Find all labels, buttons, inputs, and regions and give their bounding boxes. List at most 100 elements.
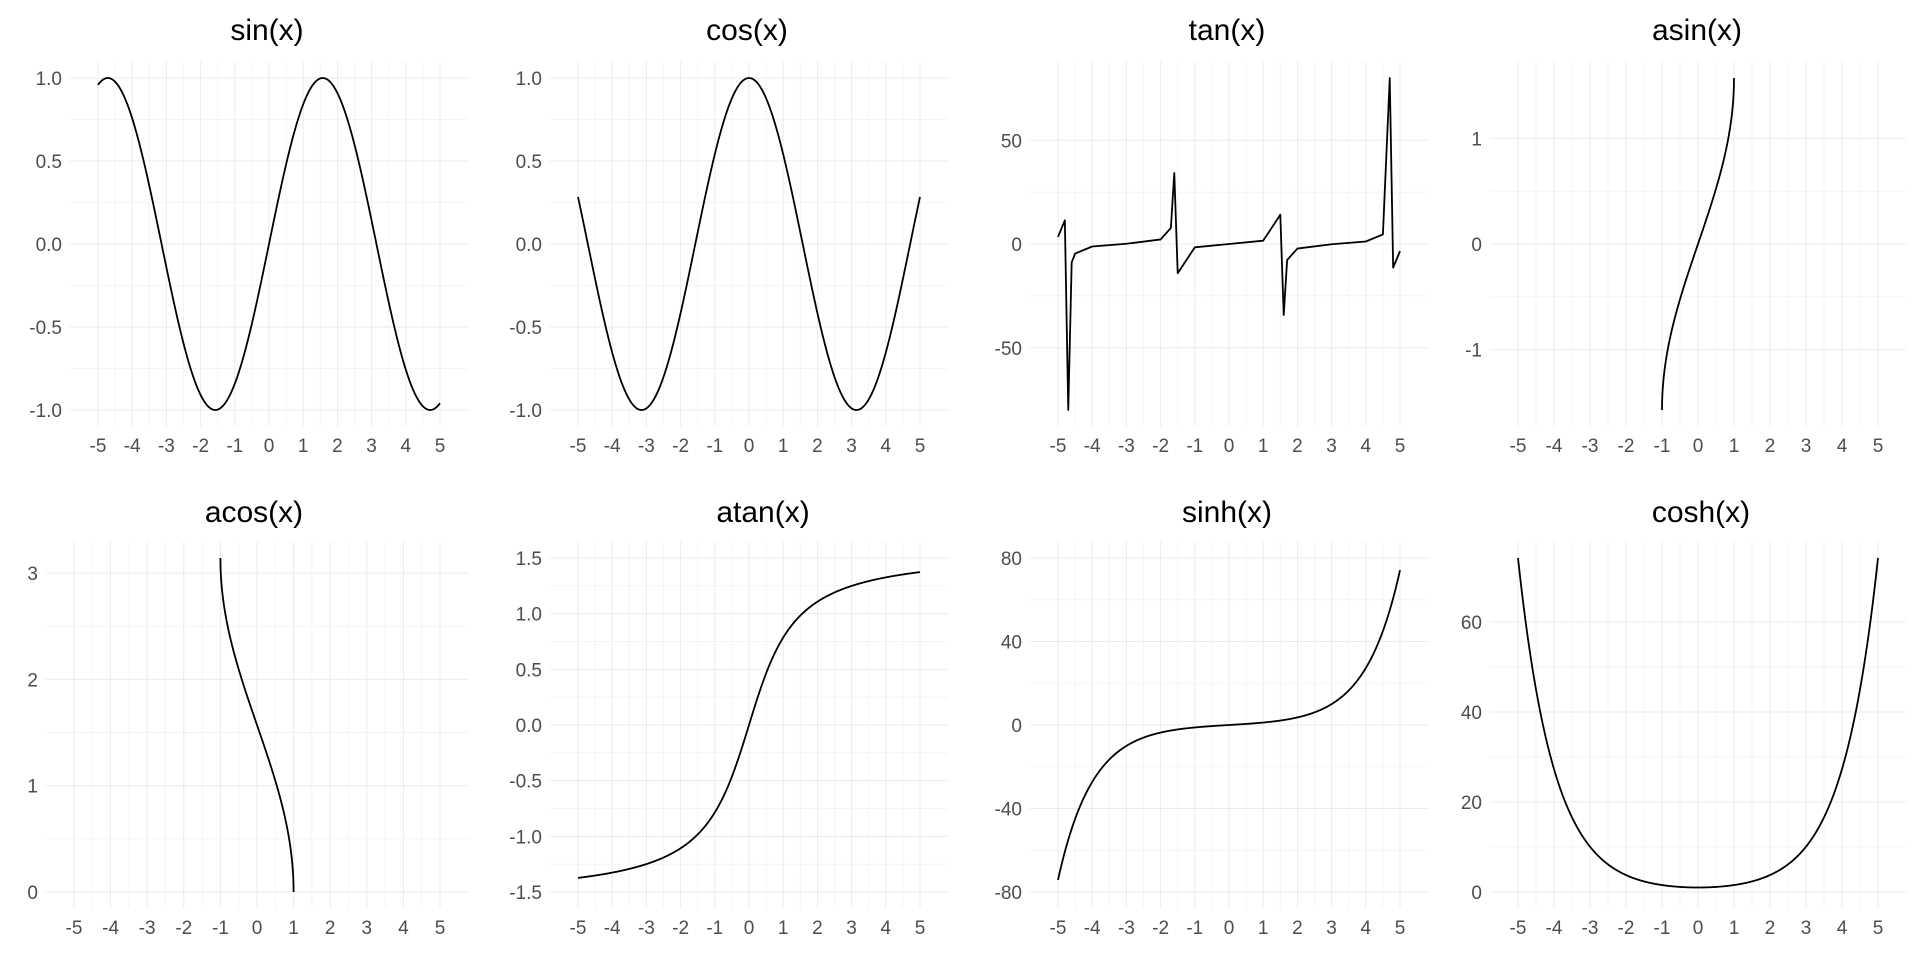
y-tick-label: 0	[1011, 235, 1022, 256]
x-tick-label: -1	[1654, 436, 1671, 457]
x-tick-label: 3	[362, 918, 373, 939]
y-tick-label: 50	[1001, 131, 1022, 152]
x-tick-label: 5	[1395, 918, 1406, 939]
x-tick-label: 2	[1765, 436, 1776, 457]
x-tick-label: 0	[1224, 436, 1235, 457]
y-tick-label: 1	[1471, 129, 1482, 150]
y-tick-label: 2	[27, 670, 38, 691]
x-tick-label: -3	[1582, 918, 1599, 939]
x-tick-label: 0	[264, 436, 275, 457]
series-line-sin	[97, 77, 441, 411]
x-tick-label: 0	[1693, 436, 1704, 457]
x-tick-label: 5	[1395, 436, 1406, 457]
x-tick-label: 2	[812, 918, 823, 939]
x-tick-label: -4	[102, 918, 119, 939]
y-tick-label: 20	[1461, 793, 1482, 814]
y-tick-label: 1.0	[516, 69, 542, 90]
y-tick-label: -0.5	[29, 318, 62, 339]
series-line-atan	[577, 571, 921, 879]
series-line-cosh	[1517, 557, 1879, 889]
x-tick-label: -5	[570, 436, 587, 457]
x-tick-label: 4	[1837, 918, 1848, 939]
x-tick-label: 2	[1292, 436, 1303, 457]
x-tick-label: 4	[401, 436, 412, 457]
x-tick-label: -3	[638, 436, 655, 457]
y-tick-label: -1.5	[509, 883, 542, 904]
panel-title: cosh(x)	[1652, 496, 1750, 529]
x-tick-label: -4	[604, 918, 621, 939]
y-tick-label: 0.0	[516, 235, 542, 256]
x-tick-label: 5	[915, 436, 926, 457]
y-tick-label: 3	[27, 564, 38, 585]
x-tick-label: 0	[252, 918, 263, 939]
y-tick-label: -1.0	[509, 401, 542, 422]
x-tick-label: -4	[1546, 918, 1563, 939]
y-tick-label: 40	[1461, 703, 1482, 724]
y-tick-label: 80	[1001, 549, 1022, 570]
y-tick-label: 0	[27, 883, 38, 904]
y-tick-label: 0	[1011, 716, 1022, 737]
x-tick-label: -4	[124, 436, 141, 457]
x-tick-label: -1	[1186, 436, 1203, 457]
y-tick-label: -40	[995, 800, 1022, 821]
y-tick-label: -1.0	[509, 827, 542, 848]
x-tick-label: 4	[1837, 436, 1848, 457]
y-tick-label: -50	[995, 339, 1022, 360]
panel-title: atan(x)	[716, 496, 809, 529]
x-tick-label: -5	[1050, 918, 1067, 939]
y-tick-label: -1	[1465, 341, 1482, 362]
x-tick-label: -2	[672, 436, 689, 457]
x-tick-label: 5	[435, 918, 446, 939]
x-tick-label: 5	[915, 918, 926, 939]
y-tick-label: -1.0	[29, 401, 62, 422]
panel-atan: -5 -4 -3 -2 -1 0 1 2 3 4 5 -1.5 -1.0 -0.5 0.0 0.5 1.0 1.5…	[509, 496, 948, 939]
x-tick-label: -4	[1084, 436, 1101, 457]
panel-title: sin(x)	[230, 14, 303, 47]
x-tick-label: -4	[1546, 436, 1563, 457]
x-tick-label: 4	[881, 436, 892, 457]
x-tick-label: 1	[1258, 436, 1269, 457]
x-tick-label: -2	[1152, 436, 1169, 457]
y-tick-label: 0.0	[36, 235, 62, 256]
y-tick-label: 0	[1471, 235, 1482, 256]
x-tick-label: -5	[570, 918, 587, 939]
y-tick-label: -0.5	[509, 318, 542, 339]
series-line-sinh	[1057, 569, 1401, 881]
y-tick-label: -0.5	[509, 772, 542, 793]
x-tick-label: 4	[1361, 436, 1372, 457]
y-tick-label: 0.5	[36, 152, 62, 173]
x-tick-label: 5	[1873, 918, 1884, 939]
x-tick-label: 3	[366, 436, 377, 457]
y-tick-label: 1.0	[36, 69, 62, 90]
x-tick-label: 4	[398, 918, 409, 939]
x-tick-label: 1	[288, 918, 299, 939]
x-tick-label: 1	[778, 918, 789, 939]
x-tick-label: -1	[226, 436, 243, 457]
x-tick-label: 4	[881, 918, 892, 939]
x-tick-label: -2	[1152, 918, 1169, 939]
x-tick-label: -3	[1118, 918, 1135, 939]
x-tick-label: 2	[812, 436, 823, 457]
x-tick-label: 2	[325, 918, 336, 939]
x-tick-label: -5	[90, 436, 107, 457]
x-tick-label: -2	[672, 918, 689, 939]
panel-tan: -5 -4 -3 -2 -1 0 1 2 3 4 5 -50 0 50 tan(x)	[995, 14, 1428, 457]
x-tick-label: 2	[1292, 918, 1303, 939]
x-tick-label: 1	[1729, 918, 1740, 939]
x-tick-label: -4	[604, 436, 621, 457]
series-line-acos	[219, 558, 295, 893]
x-tick-label: 0	[744, 918, 755, 939]
x-tick-label: -5	[1510, 436, 1527, 457]
x-tick-label: -2	[1618, 436, 1635, 457]
x-tick-label: 5	[435, 436, 446, 457]
x-tick-label: 0	[1693, 918, 1704, 939]
x-tick-label: -3	[158, 436, 175, 457]
x-tick-label: 3	[1801, 436, 1812, 457]
panel-sin: -5 -4 -3 -2 -1 0 1 2 3 4 5 -1.0 -0.5 0.0 0.5 1.0 sin(x)	[29, 14, 468, 457]
x-tick-label: -1	[212, 918, 229, 939]
x-tick-label: -5	[1050, 436, 1067, 457]
x-tick-label: 1	[1729, 436, 1740, 457]
x-tick-label: -1	[1186, 918, 1203, 939]
x-tick-label: 0	[1224, 918, 1235, 939]
